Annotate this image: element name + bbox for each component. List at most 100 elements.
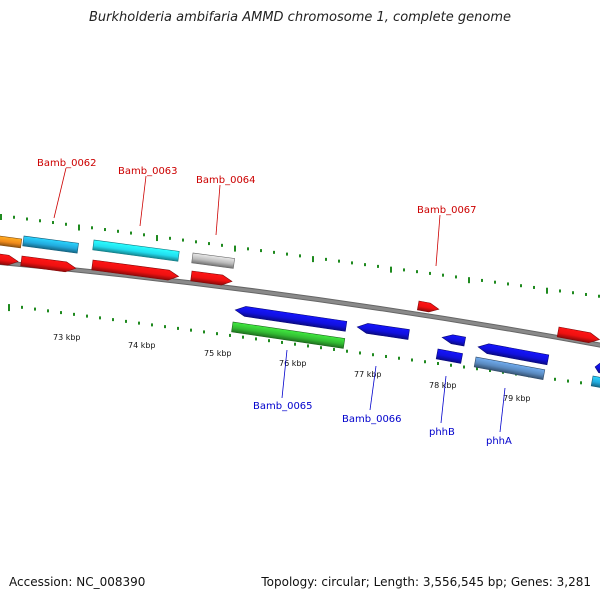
tick-mark: [385, 354, 387, 358]
tick-mark: [533, 285, 535, 289]
tick-mark: [138, 321, 140, 325]
tick-mark: [442, 273, 444, 277]
tick-mark: [546, 287, 548, 294]
tick-mark: [437, 361, 439, 365]
tick-mark: [221, 243, 223, 247]
tick-mark: [572, 291, 574, 295]
tick-mark: [585, 292, 587, 296]
tick-mark: [234, 245, 236, 252]
tick-mark: [364, 263, 366, 267]
tick-mark: [60, 311, 62, 315]
ruler-label: 73 kbp: [53, 333, 81, 342]
feature-shape: [234, 306, 348, 332]
tick-mark: [65, 222, 67, 226]
tick-mark: [325, 257, 327, 261]
tick-mark: [468, 277, 470, 284]
feature-shape: [92, 239, 180, 262]
tick-mark: [554, 377, 556, 381]
tick-mark: [34, 307, 36, 311]
tick-mark: [112, 318, 114, 322]
tick-mark: [346, 349, 348, 353]
tick-mark: [559, 289, 561, 293]
tick-mark: [177, 326, 179, 330]
ruler-labels: 73 kbp 74 kbp 75 kbp 76 kbp 77 kbp 78 kbp 79 k…: [53, 333, 531, 403]
tick-mark: [494, 280, 496, 284]
feature-shape: [441, 334, 466, 347]
tick-mark: [242, 335, 244, 339]
tick-mark: [247, 247, 249, 251]
feature-r-green-0065: [231, 321, 346, 349]
tick-mark: [299, 254, 301, 258]
tick-mark: [273, 250, 275, 254]
tick-mark: [143, 233, 145, 237]
figure-title: Burkholderia ambifaria AMMD chromosome 1…: [88, 10, 512, 25]
feature-f-grey: [191, 252, 235, 269]
feature-r-blue-0065: [234, 306, 348, 332]
gene-label-leader: [215, 184, 221, 236]
tick-mark: [476, 367, 478, 371]
tick-mark: [229, 333, 231, 337]
gene-label: Bamb_0065: [253, 401, 313, 412]
gene-label-leader: [369, 365, 377, 411]
tick-mark: [203, 330, 205, 334]
feature-shape: [191, 252, 235, 269]
gene-label-leader: [53, 167, 67, 219]
tick-mark: [99, 316, 101, 320]
tick-mark: [52, 221, 54, 225]
tick-mark: [411, 358, 413, 362]
gene-label: Bamb_0067: [417, 205, 477, 216]
features: [0, 234, 600, 389]
tick-mark: [359, 351, 361, 355]
tick-mark: [169, 236, 171, 240]
tick-mark: [156, 235, 158, 242]
gene-label-leader: [281, 349, 288, 399]
tick-mark: [567, 379, 569, 383]
feature-f-orange: [0, 234, 23, 249]
tick-mark: [463, 365, 465, 369]
tick-mark: [507, 282, 509, 286]
feature-shape: [91, 259, 180, 281]
gene-label: Bamb_0064: [196, 175, 256, 186]
tick-mark: [351, 261, 353, 265]
feature-r-blue-small: [441, 334, 466, 347]
tick-mark: [260, 249, 262, 253]
tick-mark: [455, 275, 457, 279]
tick-mark: [281, 340, 283, 344]
tick-mark: [372, 353, 374, 357]
feature-shape: [435, 348, 463, 364]
feature-r-blue-0066: [356, 323, 410, 340]
gene-label: Bamb_0066: [342, 414, 402, 425]
tick-mark: [307, 344, 309, 348]
ruler-label: 76 kbp: [279, 359, 307, 368]
tick-mark: [21, 305, 23, 309]
tick-mark: [86, 314, 88, 318]
feature-r-steel-phhA: [473, 356, 546, 380]
tick-mark: [195, 240, 197, 244]
feature-f-red-0061: [0, 252, 19, 266]
tick-mark: [255, 337, 257, 341]
gene-label: phhA: [486, 436, 512, 447]
ruler-label: 78 kbp: [429, 381, 457, 390]
feature-r-lightblue-edge: [590, 375, 600, 389]
tick-mark: [398, 356, 400, 360]
feature-r-blue-edge: [594, 362, 600, 375]
tick-mark: [377, 264, 379, 268]
tick-mark: [91, 226, 93, 230]
feature-shape: [477, 343, 550, 366]
tick-mark: [312, 256, 314, 263]
tick-mark: [403, 268, 405, 272]
gene-label-leader: [440, 375, 447, 424]
feature-shape: [22, 235, 79, 254]
tick-mark: [216, 332, 218, 336]
tick-mark: [598, 294, 600, 298]
tick-mark: [182, 238, 184, 242]
feature-r-blue-phhB: [435, 348, 463, 364]
feature-shape: [473, 356, 546, 380]
tick-mark: [450, 363, 452, 367]
feature-f-red-0067: [417, 300, 440, 313]
feature-shape: [0, 252, 19, 266]
feature-shape: [590, 375, 600, 389]
tick-mark: [130, 231, 132, 235]
tick-mark: [429, 271, 431, 275]
